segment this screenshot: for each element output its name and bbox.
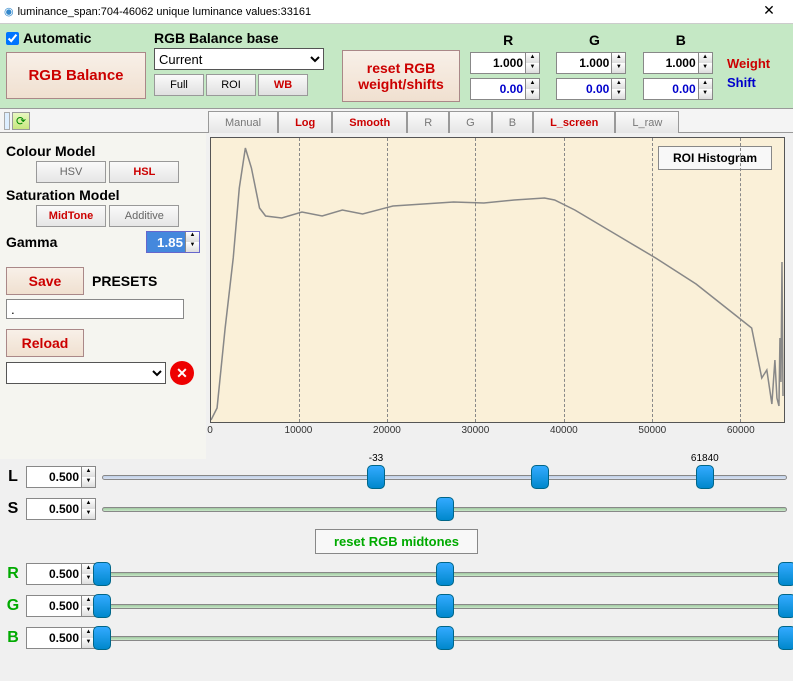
slider-B-thumb[interactable] bbox=[778, 626, 793, 650]
slider-R-track[interactable] bbox=[102, 560, 787, 588]
titlebar: ◉ luminance_span:704-46062 unique lumina… bbox=[0, 0, 793, 24]
left-controls: Colour Model HSV HSL Saturation Model Mi… bbox=[0, 133, 206, 459]
slider-G-track[interactable] bbox=[102, 592, 787, 620]
slider-S-thumb[interactable] bbox=[436, 497, 454, 521]
slider-L-thumb[interactable] bbox=[531, 465, 549, 489]
base-select[interactable]: Current bbox=[154, 48, 324, 70]
slider-G-thumb[interactable] bbox=[436, 594, 454, 618]
hdr-g: G bbox=[556, 32, 632, 48]
slider-B-thumb[interactable] bbox=[93, 626, 111, 650]
slider-B-label: B bbox=[6, 629, 20, 647]
shift-label: Shift bbox=[727, 71, 787, 90]
gamma-label: Gamma bbox=[6, 234, 57, 250]
save-button[interactable]: Save bbox=[6, 267, 84, 295]
tab-row: ⟳ Manual Log Smooth R G B L_screen L_raw bbox=[0, 109, 793, 133]
automatic-check[interactable] bbox=[6, 32, 19, 45]
tab-manual[interactable]: Manual bbox=[208, 111, 278, 133]
slider-S-label: S bbox=[6, 500, 20, 518]
chart-area: ROI Histogram 01000020000300004000050000… bbox=[206, 133, 793, 459]
hsv-button[interactable]: HSV bbox=[36, 161, 106, 183]
slider-L-label: L bbox=[6, 468, 20, 486]
histogram-chart: ROI Histogram bbox=[210, 137, 785, 423]
slider-L-thumb[interactable] bbox=[367, 465, 385, 489]
slider-R-thumb[interactable] bbox=[436, 562, 454, 586]
shift-g-spinner[interactable]: ▲▼ bbox=[556, 78, 626, 100]
slider-G-value[interactable]: ▲▼ bbox=[26, 595, 96, 617]
slider-L-track[interactable]: -33 61840 bbox=[102, 463, 787, 491]
wb-button[interactable]: WB bbox=[258, 74, 308, 96]
tick-L-1: -33 bbox=[369, 453, 383, 464]
midtone-button[interactable]: MidTone bbox=[36, 205, 106, 227]
shift-b-spinner[interactable]: ▲▼ bbox=[643, 78, 713, 100]
reset-rgb-button[interactable]: reset RGB weight/shifts bbox=[342, 50, 460, 102]
tab-log[interactable]: Log bbox=[278, 111, 332, 133]
slider-S-track[interactable] bbox=[102, 495, 787, 523]
refresh-icon[interactable]: ⟳ bbox=[12, 112, 30, 130]
slider-B-track[interactable] bbox=[102, 624, 787, 652]
slider-S-value[interactable]: ▲▼ bbox=[26, 498, 96, 520]
colour-model-title: Colour Model bbox=[6, 143, 200, 159]
slider-L-value[interactable]: ▲▼ bbox=[26, 466, 96, 488]
weight-r-spinner[interactable]: ▲▼ bbox=[470, 52, 540, 74]
tab-b[interactable]: B bbox=[492, 111, 533, 133]
slider-B-thumb[interactable] bbox=[436, 626, 454, 650]
slider-R-thumb[interactable] bbox=[778, 562, 793, 586]
slider-G-thumb[interactable] bbox=[93, 594, 111, 618]
roi-button[interactable]: ROI bbox=[206, 74, 256, 96]
shift-r-spinner[interactable]: ▲▼ bbox=[470, 78, 540, 100]
saturation-model-title: Saturation Model bbox=[6, 187, 200, 203]
close-icon[interactable]: ✕ bbox=[749, 2, 789, 22]
preset-select[interactable] bbox=[6, 362, 166, 384]
tab-lscreen[interactable]: L_screen bbox=[533, 111, 615, 133]
weight-g-spinner[interactable]: ▲▼ bbox=[556, 52, 626, 74]
base-title: RGB Balance base bbox=[154, 30, 334, 46]
slider-R-thumb[interactable] bbox=[93, 562, 111, 586]
tab-r[interactable]: R bbox=[407, 111, 449, 133]
window-title: luminance_span:704-46062 unique luminanc… bbox=[14, 6, 749, 18]
automatic-label: Automatic bbox=[23, 30, 91, 46]
panel-handle[interactable] bbox=[4, 112, 10, 130]
tick-L-2: 61840 bbox=[691, 453, 719, 464]
reload-button[interactable]: Reload bbox=[6, 329, 84, 357]
presets-label: PRESETS bbox=[92, 273, 157, 289]
x-axis-labels: 0100002000030000400005000060000 bbox=[210, 423, 785, 437]
additive-button[interactable]: Additive bbox=[109, 205, 179, 227]
rgb-balance-button[interactable]: RGB Balance bbox=[6, 52, 146, 99]
slider-panel: L ▲▼ -33 61840 S ▲▼ reset RGB midtones R… bbox=[0, 459, 793, 656]
gamma-spinner[interactable]: ▲ ▼ bbox=[146, 231, 200, 253]
reset-midtones-button[interactable]: reset RGB midtones bbox=[315, 529, 478, 554]
tab-g[interactable]: G bbox=[449, 111, 492, 133]
slider-B-value[interactable]: ▲▼ bbox=[26, 627, 96, 649]
main-area: Colour Model HSV HSL Saturation Model Mi… bbox=[0, 133, 793, 459]
slider-R-label: R bbox=[6, 565, 20, 583]
weight-label: Weight bbox=[727, 30, 787, 71]
preset-name-input[interactable] bbox=[6, 299, 184, 319]
slider-G-thumb[interactable] bbox=[778, 594, 793, 618]
hdr-r: R bbox=[470, 32, 546, 48]
automatic-checkbox[interactable]: Automatic bbox=[6, 30, 146, 46]
delete-preset-icon[interactable]: ✕ bbox=[170, 361, 194, 385]
app-icon: ◉ bbox=[4, 5, 14, 18]
top-panel: Automatic RGB Balance RGB Balance base C… bbox=[0, 24, 793, 109]
tab-lraw[interactable]: L_raw bbox=[615, 111, 679, 133]
slider-G-label: G bbox=[6, 597, 20, 615]
weight-b-spinner[interactable]: ▲▼ bbox=[643, 52, 713, 74]
slider-R-value[interactable]: ▲▼ bbox=[26, 563, 96, 585]
tab-smooth[interactable]: Smooth bbox=[332, 111, 407, 133]
hsl-button[interactable]: HSL bbox=[109, 161, 179, 183]
full-button[interactable]: Full bbox=[154, 74, 204, 96]
slider-L-thumb[interactable] bbox=[696, 465, 714, 489]
hdr-b: B bbox=[643, 32, 719, 48]
